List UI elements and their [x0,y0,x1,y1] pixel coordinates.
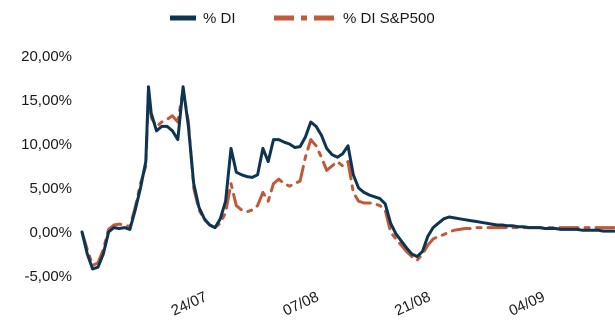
x-tick-label: 21/08 [392,288,433,319]
y-tick-label: 0,00% [29,224,72,241]
y-tick-label: 20,00% [21,48,72,65]
x-tick-label: 24/07 [169,288,210,319]
legend-label-di-sp500: % DI S&P500 [343,10,435,27]
series-line-di-sp500 [80,87,615,267]
series-line-di [80,85,615,271]
y-tick-label: 5,00% [29,180,72,197]
x-tick-label: 07/08 [280,288,321,319]
legend: % DI % DI S&P500 [170,10,435,27]
legend-label-di: % DI [203,10,236,27]
y-tick-label: 15,00% [21,92,72,109]
y-tick-label: 10,00% [21,136,72,153]
x-axis: 24/07 07/08 21/08 04/09 [169,288,548,319]
y-axis: -5,00% 0,00% 5,00% 10,00% 15,00% 20,00% [21,48,72,285]
plot-area [80,85,615,271]
y-tick-label: -5,00% [24,268,72,285]
x-tick-label: 04/09 [506,288,547,319]
